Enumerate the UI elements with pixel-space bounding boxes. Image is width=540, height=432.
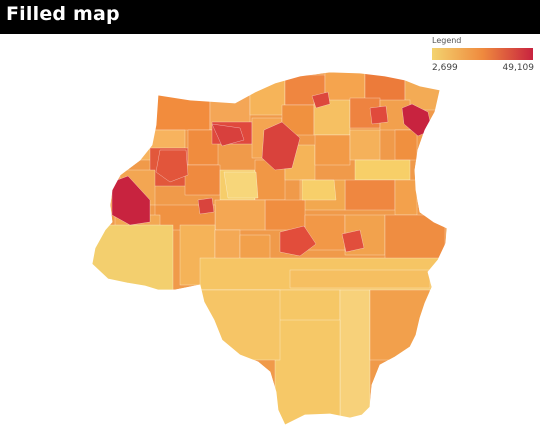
map-region — [274, 319, 341, 425]
map-region — [264, 199, 306, 231]
map-region — [364, 72, 406, 103]
map-region — [249, 79, 286, 116]
map-region-low — [301, 179, 337, 201]
map-region-low — [223, 171, 259, 199]
map-region — [92, 224, 174, 296]
page-title: Filled map — [6, 3, 120, 25]
map-outline — [91, 71, 448, 426]
map-region — [344, 179, 396, 211]
map-region — [384, 214, 446, 261]
map-region — [314, 134, 351, 166]
legend-max-label: 49,109 — [502, 63, 535, 73]
map-region — [289, 269, 431, 289]
map-region-high — [197, 197, 215, 215]
legend-gradient-bar — [432, 48, 533, 60]
map-region — [199, 289, 281, 361]
map-region-high — [111, 175, 151, 226]
map-region — [354, 159, 411, 181]
map-region-high — [279, 225, 317, 257]
map-land — [91, 71, 448, 426]
map-region-high — [341, 229, 365, 253]
legend-title: Legend — [432, 36, 462, 45]
map-region — [394, 179, 418, 216]
map-region — [214, 199, 266, 231]
map-region-high — [211, 123, 245, 147]
map-region-high — [155, 149, 189, 183]
legend-min-label: 2,699 — [432, 63, 458, 73]
map-region-high — [369, 105, 389, 125]
map-region — [369, 289, 431, 361]
map-region — [349, 129, 381, 161]
title-bar: Filled map — [0, 0, 540, 34]
map-region-high — [311, 91, 331, 109]
map-region — [184, 164, 221, 196]
legend: Legend 2,699 49,109 — [432, 36, 534, 76]
map-region-high — [261, 121, 301, 171]
map-region — [149, 89, 211, 131]
map-region — [339, 289, 371, 425]
map-region — [394, 129, 418, 161]
